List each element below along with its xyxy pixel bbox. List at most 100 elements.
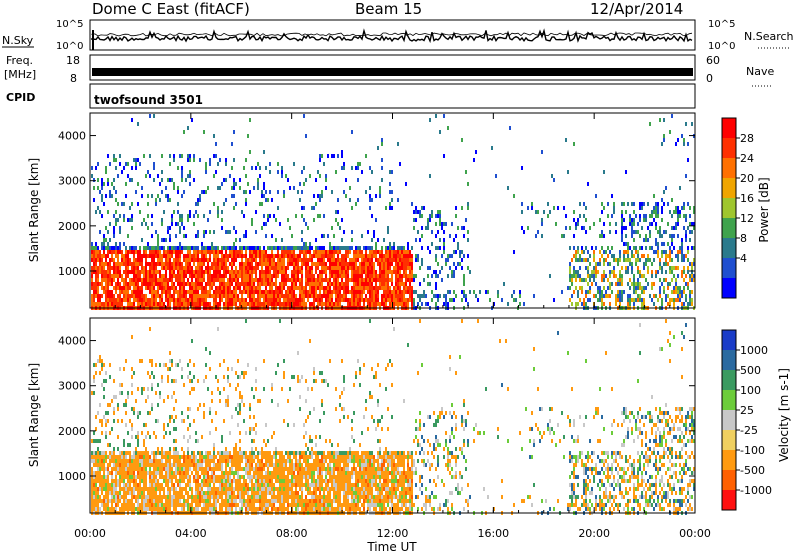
data-cell xyxy=(103,250,105,254)
data-cell xyxy=(277,258,279,262)
data-cell xyxy=(633,302,635,306)
data-cell xyxy=(297,262,299,266)
data-cell xyxy=(91,487,93,491)
data-cell xyxy=(293,298,295,302)
data-cell xyxy=(157,495,159,499)
data-cell xyxy=(155,475,157,479)
data-cell xyxy=(153,258,155,262)
data-cell xyxy=(317,302,319,306)
data-cell xyxy=(233,242,235,246)
data-cell xyxy=(663,278,665,282)
data-cell xyxy=(141,455,143,459)
data-cell xyxy=(447,254,449,258)
data-cell xyxy=(201,262,203,266)
data-cell xyxy=(261,190,263,194)
nave-tick-bottom: 0 xyxy=(706,72,713,85)
data-cell xyxy=(541,150,543,154)
data-cell xyxy=(281,262,283,266)
data-cell xyxy=(195,487,197,491)
data-cell xyxy=(123,451,125,455)
data-cell xyxy=(159,451,161,455)
data-cell xyxy=(107,471,109,475)
data-cell xyxy=(219,298,221,302)
data-cell xyxy=(303,182,305,186)
data-cell xyxy=(307,246,309,250)
data-cell xyxy=(117,499,119,503)
data-cell xyxy=(169,278,171,282)
data-cell xyxy=(201,266,203,270)
data-cell xyxy=(141,487,143,491)
data-cell xyxy=(281,250,283,254)
data-cell xyxy=(157,254,159,258)
data-cell xyxy=(113,274,115,278)
data-cell xyxy=(101,286,103,290)
data-cell xyxy=(105,507,107,511)
data-cell xyxy=(263,182,265,186)
data-cell xyxy=(607,214,609,218)
data-cell xyxy=(191,495,193,499)
data-cell xyxy=(467,202,469,206)
data-cell xyxy=(199,491,201,495)
data-cell xyxy=(193,387,195,391)
data-cell xyxy=(349,278,351,282)
data-cell xyxy=(401,290,403,294)
data-cell xyxy=(207,258,209,262)
data-cell xyxy=(113,495,115,499)
data-cell xyxy=(331,270,333,274)
data-cell xyxy=(531,206,533,210)
data-cell xyxy=(191,451,193,455)
data-cell xyxy=(649,246,651,250)
data-cell xyxy=(349,198,351,202)
data-cell xyxy=(359,254,361,258)
data-cell xyxy=(253,290,255,294)
data-cell xyxy=(603,250,605,254)
data-cell xyxy=(449,290,451,294)
data-cell xyxy=(639,206,641,210)
data-cell xyxy=(255,298,257,302)
nave-label: Nave xyxy=(746,65,774,78)
data-cell xyxy=(141,298,143,302)
data-cell xyxy=(303,242,305,246)
data-cell xyxy=(165,254,167,258)
data-cell xyxy=(345,278,347,282)
data-cell xyxy=(443,302,445,306)
data-cell xyxy=(267,214,269,218)
data-cell xyxy=(365,154,367,158)
data-cell xyxy=(301,302,303,306)
data-cell xyxy=(91,499,93,503)
data-cell xyxy=(213,491,215,495)
data-cell xyxy=(101,419,103,423)
data-cell xyxy=(289,302,291,306)
data-cell xyxy=(151,262,153,266)
data-cell xyxy=(127,258,129,262)
data-cell xyxy=(677,254,679,258)
data-cell xyxy=(115,274,117,278)
data-cell xyxy=(635,250,637,254)
data-cell xyxy=(97,270,99,274)
data-cell xyxy=(143,298,145,302)
data-cell xyxy=(217,270,219,274)
data-cell xyxy=(227,379,229,383)
data-cell xyxy=(95,266,97,270)
data-cell xyxy=(355,302,357,306)
data-cell xyxy=(227,463,229,467)
data-cell xyxy=(689,294,691,298)
data-cell xyxy=(193,419,195,423)
data-cell xyxy=(107,507,109,511)
data-cell xyxy=(151,234,153,238)
data-cell xyxy=(215,154,217,158)
data-cell xyxy=(437,210,439,214)
data-cell xyxy=(615,222,617,226)
data-cell xyxy=(149,114,151,118)
data-cell xyxy=(305,266,307,270)
data-cell xyxy=(175,234,177,238)
data-cell xyxy=(161,507,163,511)
data-cell xyxy=(373,298,375,302)
data-cell xyxy=(137,302,139,306)
data-cell xyxy=(109,290,111,294)
data-cell xyxy=(139,246,141,250)
data-cell xyxy=(121,254,123,258)
data-cell xyxy=(111,282,113,286)
data-cell xyxy=(161,495,163,499)
data-cell xyxy=(349,258,351,262)
